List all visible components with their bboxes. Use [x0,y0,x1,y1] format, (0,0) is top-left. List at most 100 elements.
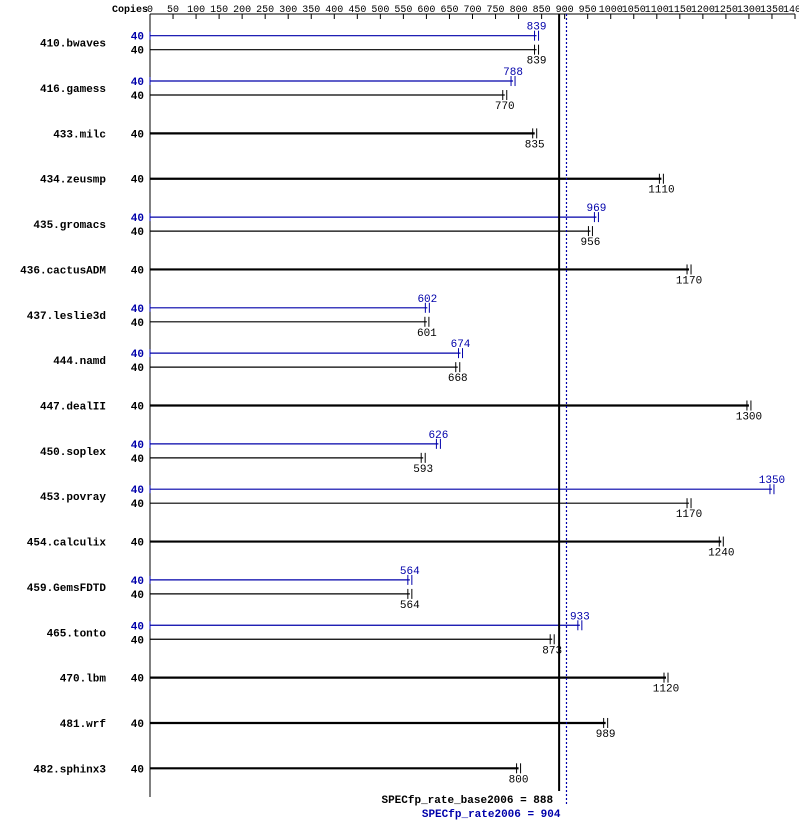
ref-label-base: SPECfp_rate_base2006 = 888 [381,795,553,807]
axis-tick-label: 750 [487,5,505,16]
axis-tick-label: 1000 [599,5,623,16]
benchmark-label: 470.lbm [60,674,107,686]
benchmark-row: 416.gamess4078840770 [40,67,523,113]
benchmark-label: 410.bwaves [40,39,106,51]
axis-tick-label: 1400 [783,5,799,16]
spec-rate-chart: Copies0501001502002503003504004505005506… [0,0,799,831]
copies-base: 40 [131,538,144,550]
peak-value: 933 [570,611,590,623]
base-value: 989 [596,729,616,741]
peak-value: 564 [400,566,420,578]
axis-tick-label: 1150 [668,5,692,16]
benchmark-row: 433.milc 40 835 [53,128,544,151]
axis-tick-label: 1250 [714,5,738,16]
base-value: 770 [495,101,515,113]
axis-tick-label: 1300 [737,5,761,16]
copies-base: 40 [131,402,144,414]
benchmark-row: 450.soplex4062640593 [40,430,448,476]
copies-base: 40 [131,265,144,277]
peak-value: 1350 [759,475,785,487]
base-value: 668 [448,373,468,385]
benchmark-label: 482.sphinx3 [33,764,106,776]
base-value: 1170 [676,509,702,521]
benchmark-label: 435.gromacs [33,220,106,232]
base-value: 564 [400,600,420,612]
benchmark-row: 436.cactusADM 40 1170 [20,264,702,287]
axis-tick-label: 500 [371,5,389,16]
peak-value: 626 [429,430,449,442]
benchmark-row: 470.lbm401120 [60,673,679,696]
axis-tick-label: 50 [167,5,179,16]
axis-tick-label: 600 [417,5,435,16]
benchmark-row: 481.wrf40989 [60,718,616,741]
copies-peak: 40 [131,77,144,89]
peak-value: 969 [587,203,607,215]
base-value: 835 [525,139,545,151]
copies-base: 40 [131,175,144,187]
copies-peak: 40 [131,349,144,361]
copies-peak: 40 [131,621,144,633]
copies-base: 40 [131,454,144,466]
benchmark-row: 459.GemsFDTD4056440564 [27,566,420,612]
benchmark-row: 465.tonto4093340873 [47,611,590,657]
x-axis: Copies0501001502002503003504004505005506… [112,4,799,19]
axis-tick-label: 100 [187,5,205,16]
benchmark-row: 435.gromacs 40 969 40 956 [33,203,606,249]
copies-peak: 40 [131,440,144,452]
copies-header: Copies [112,4,148,16]
base-value: 1170 [676,275,702,287]
axis-tick-label: 1100 [645,5,669,16]
copies-base: 40 [131,227,144,239]
benchmark-row: 434.zeusmp 40 1110 [40,174,675,197]
axis-tick-label: 450 [348,5,366,16]
base-value: 800 [509,774,529,786]
axis-tick-label: 950 [579,5,597,16]
axis-tick-label: 400 [325,5,343,16]
axis-tick-label: 650 [440,5,458,16]
copies-base: 40 [131,719,144,731]
base-value: 1120 [653,684,679,696]
axis-tick-label: 700 [463,5,481,16]
axis-tick-label: 200 [233,5,251,16]
benchmark-label: 454.calculix [27,538,107,550]
benchmark-label: 465.tonto [47,628,107,640]
copies-base: 40 [131,318,144,330]
benchmark-row: 437.leslie3d4060240601 [27,294,437,340]
copies-base: 40 [131,129,144,141]
benchmark-label: 436.cactusADM [20,265,106,277]
copies-peak: 40 [131,213,144,225]
peak-value: 674 [451,339,471,351]
benchmark-label: 433.milc [53,129,106,141]
base-value: 601 [417,328,437,340]
base-value: 1300 [736,412,762,424]
benchmark-row: 453.povray401350401170 [40,475,785,521]
copies-base: 40 [131,635,144,647]
benchmark-row: 482.sphinx3 40 800 [33,763,528,786]
axis-tick-label: 250 [256,5,274,16]
copies-base: 40 [131,590,144,602]
axis-tick-label: 1050 [622,5,646,16]
base-value: 1110 [648,185,674,197]
copies-base: 40 [131,499,144,511]
copies-base: 40 [131,46,144,58]
axis-tick-label: 1350 [760,5,784,16]
benchmark-row: 454.calculix 40 1240 [27,537,735,560]
axis-tick-label: 1200 [691,5,715,16]
axis-tick-label: 550 [394,5,412,16]
base-value: 1240 [708,548,734,560]
base-value: 956 [581,237,601,249]
benchmark-row: 447.dealII 40 1300 [40,401,762,424]
copies-base: 40 [131,764,144,776]
axis-tick-label: 300 [279,5,297,16]
copies-base: 40 [131,91,144,103]
base-value: 839 [527,56,547,68]
benchmark-label: 447.dealII [40,402,106,414]
benchmark-label: 434.zeusmp [40,175,106,187]
benchmark-label: 444.namd [53,356,106,368]
copies-peak: 40 [131,304,144,316]
axis-tick-label: 350 [302,5,320,16]
copies-peak: 40 [131,576,144,588]
copies-peak: 40 [131,485,144,497]
ref-label-peak: SPECfp_rate2006 = 904 [422,809,561,821]
copies-base: 40 [131,363,144,375]
